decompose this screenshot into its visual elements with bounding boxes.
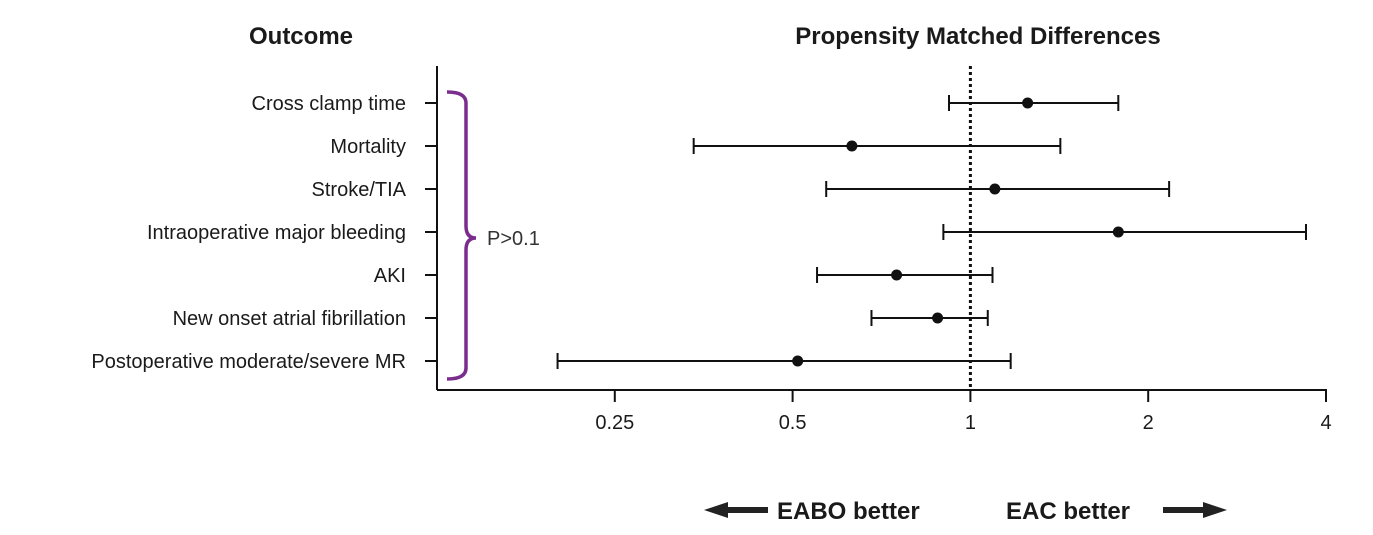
forest-row: Stroke/TIA [312,179,1171,201]
point-estimate [989,183,1001,195]
x-tick-label: 2 [1143,412,1154,434]
outcome-label: Mortality [330,136,406,158]
forest-row: Postoperative moderate/severe MR [91,351,1012,373]
eabo-better-label: EABO better [777,498,920,525]
outcome-label: Cross clamp time [252,93,406,115]
outcome-label: Postoperative moderate/severe MR [91,351,406,373]
eac-better-label: EAC better [1006,498,1130,525]
outcome-label: AKI [374,265,406,287]
forest-row: New onset atrial fibrillation [173,308,989,330]
forest-row: Cross clamp time [252,93,1120,115]
x-tick-label: 1 [965,412,976,434]
x-tick-label: 0.25 [595,412,634,434]
x-tick-label: 0.5 [779,412,807,434]
forest-row: Mortality [330,136,1062,158]
outcome-label: Stroke/TIA [312,179,407,201]
forest-row: AKI [374,265,994,287]
point-estimate [932,312,944,324]
differences-header: Propensity Matched Differences [795,23,1160,50]
point-estimate [1112,226,1124,238]
eabo-better-indicator: EABO better [704,498,920,525]
point-estimate [846,140,858,152]
outcome-label: New onset atrial fibrillation [173,308,406,330]
right-arrow-icon [1163,502,1227,518]
significance-bracket [446,90,477,381]
left-arrow-icon [704,502,768,518]
eac-better-indicator: EAC better [1006,498,1227,525]
x-tick-label: 4 [1320,412,1331,434]
point-estimate [1022,97,1034,109]
x-axis-ticks: 0.25 0.5 1 2 4 [595,390,1332,434]
axes [436,66,1327,391]
outcome-label: Intraoperative major bleeding [147,222,406,244]
bracket-label: P>0.1 [487,228,540,250]
forest-rows: Cross clamp time Mortality Stroke/TIA Intra… [91,93,1308,373]
point-estimate [891,269,903,281]
outcome-header: Outcome [249,23,353,50]
point-estimate [792,355,804,367]
forest-row: Intraoperative major bleeding [147,222,1308,244]
